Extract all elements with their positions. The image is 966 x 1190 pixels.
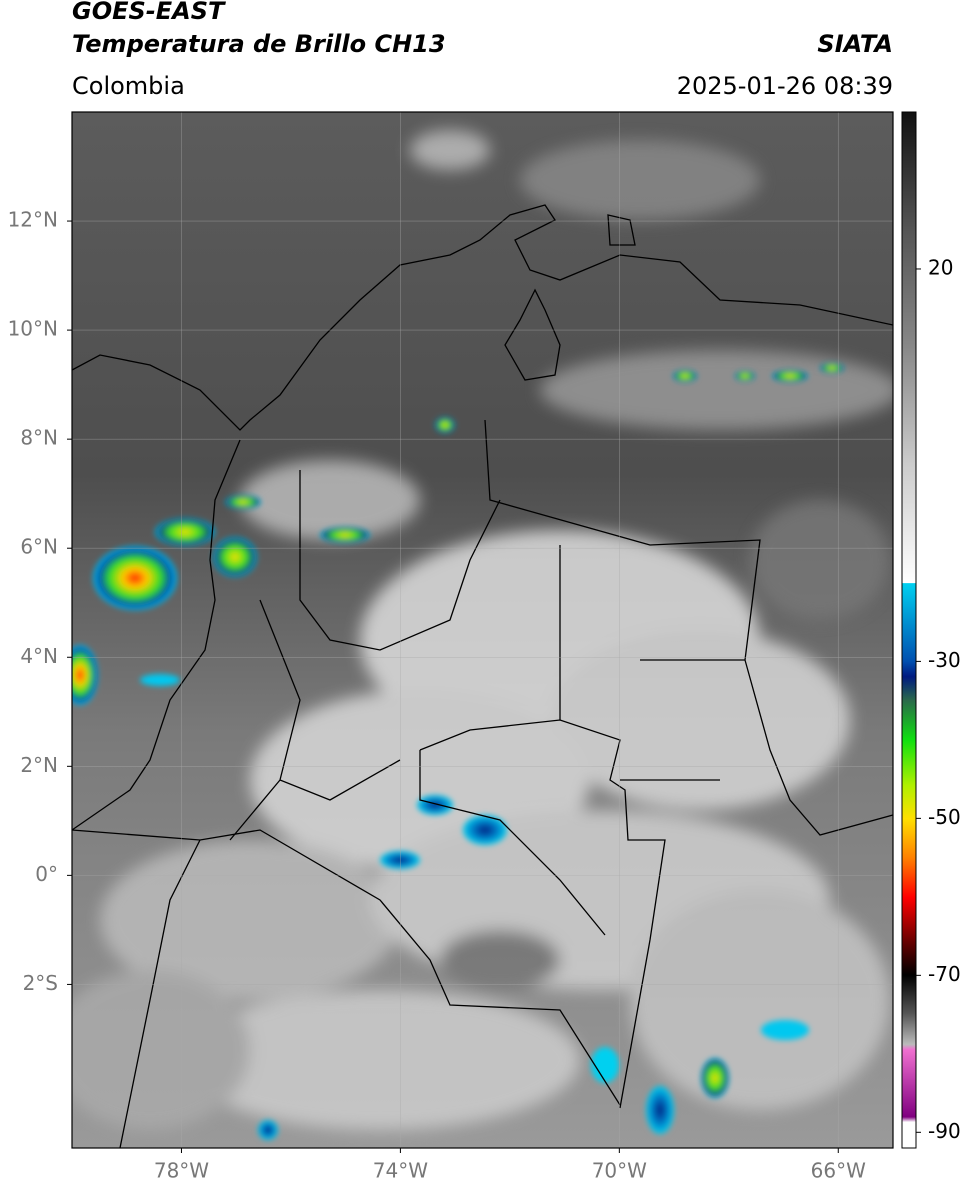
- lon-tick-label: 70°W: [592, 1159, 647, 1183]
- colorbar-tick-label: 20: [928, 255, 953, 279]
- subtitle: Temperatura de Brillo CH13: [72, 30, 446, 58]
- lat-tick-label: 2°N: [20, 753, 58, 777]
- lat-tick-label: 12°N: [8, 208, 58, 232]
- lat-tick-label: 4°N: [20, 644, 58, 668]
- title: GOES-EAST: [72, 0, 226, 25]
- region: Colombia: [72, 72, 185, 100]
- lat-tick-label: 0°: [35, 862, 58, 886]
- lat-tick-label: 10°N: [8, 317, 58, 341]
- colorbar-tick-label: -30: [928, 648, 961, 672]
- lon-tick-label: 78°W: [154, 1159, 209, 1183]
- lat-tick-label: 6°N: [20, 535, 58, 559]
- lat-tick-label: 2°S: [23, 971, 58, 995]
- datetime: 2025-01-26 08:39: [677, 72, 893, 100]
- colorbar: [901, 111, 917, 1149]
- lon-tick-label: 66°W: [811, 1159, 866, 1183]
- lat-tick-label: 8°N: [20, 426, 58, 450]
- lon-tick-label: 74°W: [373, 1159, 428, 1183]
- colorbar-tick-label: -90: [928, 1119, 961, 1143]
- map-frame: [71, 111, 894, 1149]
- satellite-image: [72, 112, 893, 1148]
- colorbar-tick-label: -50: [928, 805, 961, 829]
- source: SIATA: [817, 30, 893, 58]
- colorbar-tick-label: -70: [928, 962, 961, 986]
